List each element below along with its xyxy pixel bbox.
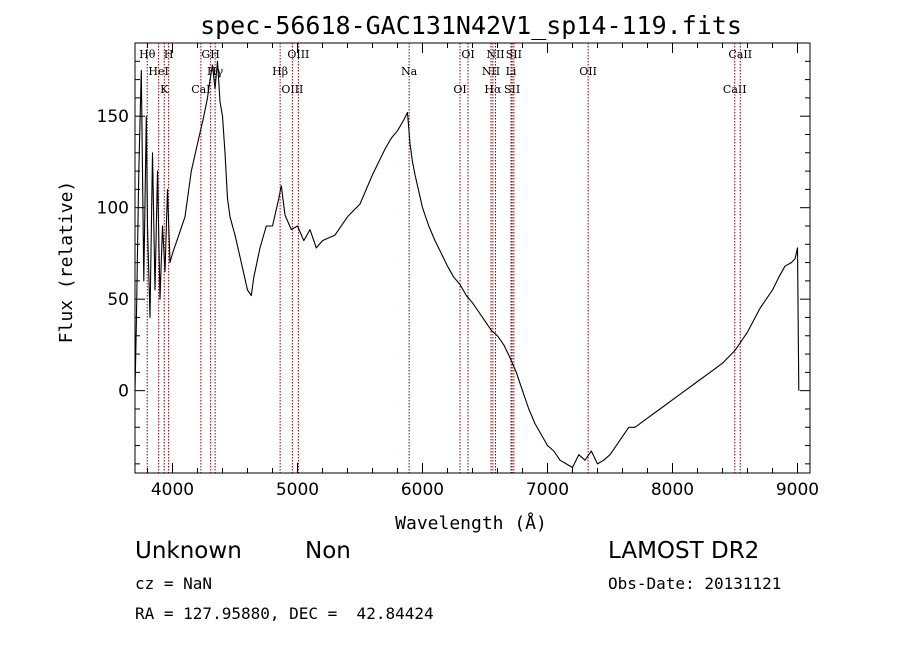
subclass-label: Non: [305, 538, 351, 564]
x-tick-label: 8000: [651, 480, 694, 500]
spectral-line-label: SII: [506, 48, 522, 61]
spectral-line-label: Li: [506, 65, 517, 78]
x-tick-label: 6000: [401, 480, 444, 500]
plot-frame: [134, 42, 811, 474]
y-axis-label: Flux (relative): [56, 181, 77, 344]
spectrum-series-line: [134, 60, 800, 469]
x-tick-label: 9000: [776, 480, 819, 500]
spectral-line-label: Hθ: [139, 48, 156, 61]
spectral-line-label: NII: [482, 65, 500, 78]
y-tick-label: 0: [118, 382, 129, 402]
chart-title: spec-56618-GAC131N42V1_sp14-119.fits: [200, 11, 742, 40]
spectral-line-label: OIII: [281, 83, 303, 96]
spectral-line-label: Na: [401, 65, 418, 78]
survey-label: LAMOST DR2: [608, 538, 760, 564]
spectral-line-label: OI: [453, 83, 466, 96]
x-tick-label: 7000: [526, 480, 569, 500]
y-tick-label: 150: [97, 107, 129, 127]
y-tick-label: 100: [97, 199, 129, 219]
spectral-line-label: Hβ: [272, 65, 288, 78]
spectral-line-label: Hα: [484, 83, 502, 96]
spectral-line-label: OI: [461, 48, 474, 61]
class-label: Unknown: [135, 538, 242, 564]
cz-value: cz = NaN: [135, 574, 213, 593]
plot-area: HθHeIKHHγCaIGHHβOIIIOIIINaOIOINIIHαNIILi…: [97, 42, 819, 500]
spectral-line-label: CaI: [191, 83, 210, 96]
spectral-line-label: OII: [579, 65, 597, 78]
spectral-line-label: OIII: [287, 48, 309, 61]
spectral-line-label: CaII: [723, 83, 747, 96]
x-tick-label: 4000: [151, 480, 194, 500]
x-axis-label: Wavelength (Å): [395, 512, 547, 534]
x-tick-label: 5000: [276, 480, 319, 500]
spectral-line-label: CaII: [728, 48, 752, 61]
spectral-line-label: HeI: [148, 65, 168, 78]
spectral-line-label: SII: [504, 83, 520, 96]
ra-dec: RA = 127.95880, DEC = 42.84424: [135, 604, 434, 623]
y-tick-label: 50: [107, 290, 129, 310]
obs-date: Obs-Date: 20131121: [608, 574, 782, 593]
spectral-line-label: H: [164, 48, 174, 61]
spectral-line-label: NII: [486, 48, 504, 61]
spectrum-chart: spec-56618-GAC131N42V1_sp14-119.fits Hθ H…: [56, 11, 819, 534]
spectral-line-label: Hγ: [207, 65, 224, 78]
spectral-line-label: GH: [201, 48, 219, 61]
spectral-line-label: K: [160, 83, 169, 96]
